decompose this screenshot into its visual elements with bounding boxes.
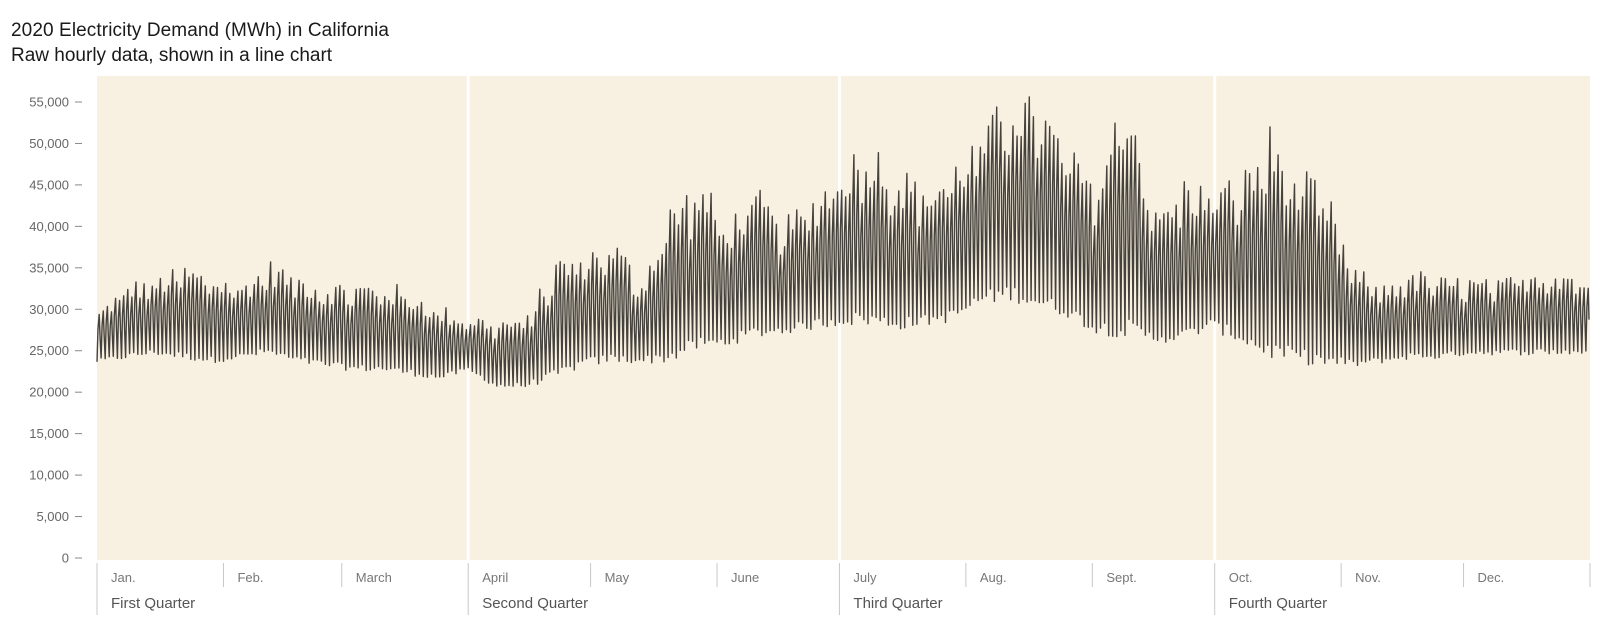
y-tick-label: 0 bbox=[62, 551, 69, 566]
month-label: Sept. bbox=[1106, 570, 1136, 585]
quarter-label: Second Quarter bbox=[482, 595, 588, 612]
y-tick-label: 20,000 bbox=[29, 385, 69, 400]
x-axis: Jan. Feb. March April May June July Aug. Sept. Oc… bbox=[96, 563, 1591, 615]
y-tick-label: 30,000 bbox=[29, 302, 69, 317]
y-tick-label: 25,000 bbox=[29, 343, 69, 358]
y-tick-label: 35,000 bbox=[29, 260, 69, 275]
quarter-label: Fourth Quarter bbox=[1229, 595, 1327, 612]
chart-subtitle: Raw hourly data, shown in a line chart bbox=[11, 45, 333, 66]
series-line bbox=[96, 96, 1590, 388]
month-label: Jan. bbox=[111, 570, 136, 585]
month-label: Feb. bbox=[237, 570, 263, 585]
quarter-label: Third Quarter bbox=[853, 595, 942, 612]
month-label: April bbox=[482, 570, 508, 585]
quarter-label: First Quarter bbox=[111, 595, 195, 612]
y-tick-label: 15,000 bbox=[29, 426, 69, 441]
month-label: June bbox=[731, 570, 759, 585]
y-tick-label: 55,000 bbox=[29, 95, 69, 110]
y-tick-label: 50,000 bbox=[29, 136, 69, 151]
month-label: Oct. bbox=[1229, 570, 1253, 585]
month-label: May bbox=[605, 570, 630, 585]
y-tick-label: 40,000 bbox=[29, 219, 69, 234]
y-tick-label: 5,000 bbox=[36, 509, 69, 524]
month-label: July bbox=[853, 570, 877, 585]
month-label: Nov. bbox=[1355, 570, 1381, 585]
y-tick-label: 45,000 bbox=[29, 177, 69, 192]
chart-title: 2020 Electricity Demand (MWh) in Califor… bbox=[11, 20, 390, 41]
month-label: March bbox=[356, 570, 392, 585]
y-axis: 0 5,000 10,000 15,000 20,000 25,000 30,000 35,0… bbox=[29, 95, 82, 566]
month-label: Dec. bbox=[1478, 570, 1505, 585]
y-tick-label: 10,000 bbox=[29, 468, 69, 483]
month-label: Aug. bbox=[980, 570, 1007, 585]
